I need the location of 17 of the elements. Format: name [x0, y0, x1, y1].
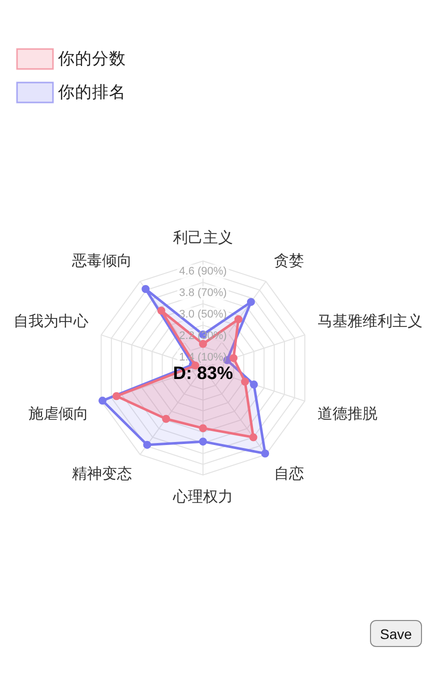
- spoke-label: 贪婪: [274, 252, 304, 270]
- spoke-label: 恶毒倾向: [71, 252, 132, 270]
- legend-label: 你的分数: [57, 50, 126, 68]
- save-button[interactable]: Save: [370, 620, 422, 647]
- y-tick-label: 3.8 (70%): [179, 287, 227, 300]
- spoke-label: 精神变态: [72, 466, 132, 483]
- spoke-label: 马基雅维利主义: [318, 312, 423, 330]
- spoke-label: 施虐倾向: [28, 405, 88, 422]
- spoke-label: 自恋: [274, 466, 304, 483]
- legend-label: 你的排名: [57, 84, 126, 102]
- spoke-label: 心理权力: [172, 488, 233, 506]
- y-tick-label: 3.0 (50%): [179, 308, 227, 321]
- spoke-label: 利己主义: [173, 230, 233, 247]
- y-tick-label: 4.6 (90%): [179, 266, 227, 278]
- spoke-label: 自我为中心: [13, 312, 88, 330]
- spoke-label: 道德推脱: [318, 405, 378, 422]
- text: D: 83%: [172, 362, 234, 383]
